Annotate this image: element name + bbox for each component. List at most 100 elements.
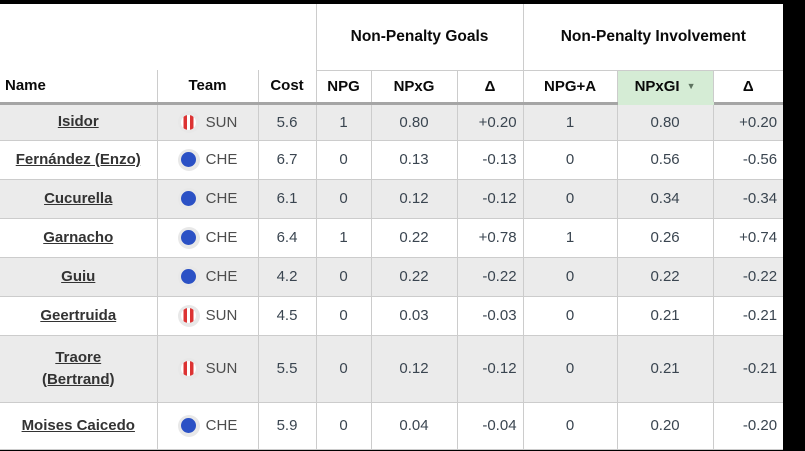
cell-npga: 1 — [522, 103, 618, 141]
table-row: Cucurella CHE 6.1 0 0.12 -0.12 0 0.34 -0… — [0, 179, 784, 219]
group-header-row: Non-Penalty Goals Non-Penalty Involvemen… — [0, 4, 784, 71]
player-link[interactable]: Moises Caicedo — [21, 416, 135, 434]
cell-cost: 4.5 — [257, 296, 317, 336]
cell-cost: 6.4 — [257, 218, 317, 258]
team-code: SUN — [205, 360, 238, 377]
cell-delta-involvement: -0.21 — [712, 335, 784, 403]
table-row: Traore (Bertrand) SUN 5.5 0 0.12 -0.12 0… — [0, 335, 784, 403]
che-team-badge-icon — [177, 226, 200, 249]
team-code: CHE — [205, 268, 238, 285]
cell-npg: 0 — [315, 402, 372, 450]
cell-name: Geertruida — [0, 296, 157, 336]
cell-team: CHE — [156, 402, 258, 450]
column-header-npxgi-sorted[interactable]: NPxGI ▼ — [616, 70, 714, 105]
che-team-badge-icon — [177, 414, 200, 437]
cell-delta-goals: -0.12 — [456, 179, 524, 219]
cell-name: Isidor — [0, 103, 157, 141]
cell-npxg: 0.03 — [370, 296, 458, 336]
team-code: CHE — [205, 229, 238, 246]
cell-delta-involvement: -0.56 — [712, 140, 784, 180]
cell-npxgi: 0.26 — [616, 218, 714, 258]
players-stats-table-container: Non-Penalty Goals Non-Penalty Involvemen… — [0, 4, 784, 450]
player-link[interactable]: Isidor — [57, 113, 99, 131]
cell-delta-involvement: +0.74 — [712, 218, 784, 258]
player-link[interactable]: Guiu — [61, 267, 96, 285]
team-code: CHE — [205, 151, 238, 168]
team-code: SUN — [205, 307, 238, 324]
cell-delta-goals: -0.03 — [456, 296, 524, 336]
cell-npxg: 0.12 — [370, 335, 458, 403]
cell-npxgi: 0.21 — [616, 335, 714, 403]
column-header-cost[interactable]: Cost — [257, 70, 317, 105]
cell-npxgi: 0.56 — [616, 140, 714, 180]
group-header-non-penalty-goals: Non-Penalty Goals — [315, 4, 524, 71]
cell-npga: 0 — [522, 257, 618, 297]
cell-team: SUN — [156, 335, 258, 403]
column-header-npxg[interactable]: NPxG — [370, 70, 458, 105]
cell-npg: 1 — [315, 218, 372, 258]
sun-team-badge-icon — [177, 111, 200, 133]
cell-npxgi: 0.80 — [616, 103, 714, 141]
sort-descending-icon[interactable]: ▼ — [686, 80, 696, 91]
group-header-non-penalty-involvement: Non-Penalty Involvement — [522, 4, 784, 71]
cell-cost: 5.9 — [257, 402, 317, 450]
cell-cost: 4.2 — [257, 257, 317, 297]
che-team-badge-icon — [177, 187, 200, 210]
table-row: Guiu CHE 4.2 0 0.22 -0.22 0 0.22 -0.22 — [0, 257, 784, 297]
cell-npga: 0 — [522, 296, 618, 336]
player-link[interactable]: Geertruida — [40, 306, 117, 324]
cell-npxgi: 0.22 — [616, 257, 714, 297]
cell-name: Moises Caicedo — [0, 402, 157, 450]
cell-delta-goals: -0.13 — [456, 140, 524, 180]
cell-team: CHE — [156, 257, 258, 297]
table-row: Garnacho CHE 6.4 1 0.22 +0.78 1 0.26 +0.… — [0, 218, 784, 258]
table-row: Isidor SUN 5.6 1 0.80 +0.20 1 0.80 +0.20 — [0, 103, 784, 141]
team-code: CHE — [205, 417, 238, 434]
sun-team-badge-icon — [177, 304, 200, 327]
cell-npg: 0 — [315, 257, 372, 297]
cell-npxg: 0.04 — [370, 402, 458, 450]
cell-cost: 5.6 — [257, 103, 317, 141]
cell-npga: 0 — [522, 179, 618, 219]
cell-npga: 0 — [522, 335, 618, 403]
cell-team: CHE — [156, 218, 258, 258]
cell-npxg: 0.22 — [370, 218, 458, 258]
cell-npxg: 0.13 — [370, 140, 458, 180]
cell-npga: 0 — [522, 402, 618, 450]
player-link[interactable]: Cucurella — [44, 189, 113, 207]
cell-team: SUN — [156, 296, 258, 336]
cell-cost: 6.7 — [257, 140, 317, 180]
team-code: CHE — [205, 190, 238, 207]
column-header-npxgi-label: NPxGI — [634, 77, 680, 95]
cell-npga: 0 — [522, 140, 618, 180]
player-link[interactable]: Garnacho — [43, 228, 114, 246]
cell-cost: 6.1 — [257, 179, 317, 219]
column-header-delta-goals[interactable]: Δ — [456, 70, 524, 105]
cell-npg: 0 — [315, 296, 372, 336]
cell-npg: 0 — [315, 140, 372, 180]
player-link[interactable]: Fernández (Enzo) — [15, 150, 141, 168]
cell-npg: 0 — [315, 335, 372, 403]
cell-team: CHE — [156, 140, 258, 180]
player-link[interactable]: Traore (Bertrand) — [41, 348, 115, 388]
cell-delta-goals: +0.78 — [456, 218, 524, 258]
column-header-team[interactable]: Team — [156, 70, 258, 105]
cell-delta-goals: -0.04 — [456, 402, 524, 450]
column-header-npga[interactable]: NPG+A — [522, 70, 618, 105]
cell-delta-goals: -0.12 — [456, 335, 524, 403]
column-header-npg[interactable]: NPG — [315, 70, 372, 105]
cell-npg: 1 — [315, 103, 372, 141]
table-row: Geertruida SUN 4.5 0 0.03 -0.03 0 0.21 -… — [0, 296, 784, 336]
players-stats-table: Non-Penalty Goals Non-Penalty Involvemen… — [0, 4, 784, 450]
cell-delta-goals: +0.20 — [456, 103, 524, 141]
cell-npxgi: 0.34 — [616, 179, 714, 219]
column-header-delta-involvement[interactable]: Δ — [712, 70, 784, 105]
che-team-badge-icon — [177, 265, 200, 288]
cell-delta-involvement: -0.21 — [712, 296, 784, 336]
cell-team: CHE — [156, 179, 258, 219]
cell-delta-involvement: -0.34 — [712, 179, 784, 219]
cell-npxg: 0.12 — [370, 179, 458, 219]
cell-npg: 0 — [315, 179, 372, 219]
column-header-name[interactable]: Name — [0, 70, 157, 105]
